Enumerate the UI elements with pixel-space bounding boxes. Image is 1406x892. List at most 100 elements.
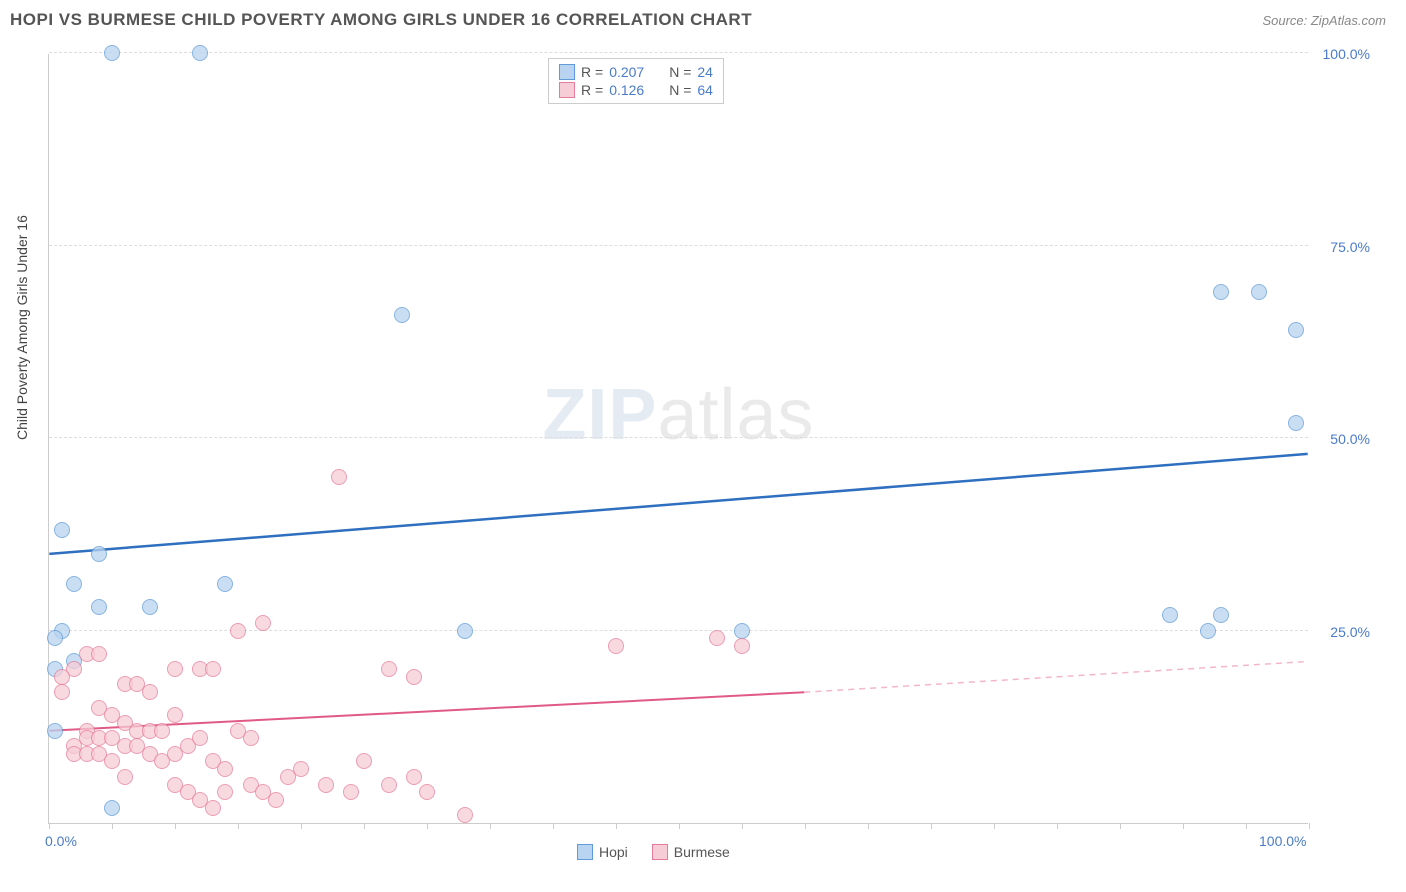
x-tick [742,823,743,829]
data-point [142,684,158,700]
x-tick [1120,823,1121,829]
data-point [709,630,725,646]
data-point [343,784,359,800]
x-tick [679,823,680,829]
data-point [608,638,624,654]
data-point [243,730,259,746]
grid-line [49,52,1308,53]
x-tick [175,823,176,829]
data-point [104,800,120,816]
data-point [205,661,221,677]
data-point [217,761,233,777]
x-tick [301,823,302,829]
y-tick-label: 100.0% [1315,46,1370,62]
data-point [192,730,208,746]
data-point [167,707,183,723]
data-point [356,753,372,769]
data-point [1162,607,1178,623]
data-point [1251,284,1267,300]
source-attribution: Source: ZipAtlas.com [1262,13,1386,28]
data-point [192,45,208,61]
data-point [1288,415,1304,431]
r-value: 0.126 [609,82,655,98]
legend-stat-row: R = 0.207 N = 24 [559,63,713,81]
data-point [54,669,70,685]
y-tick-label: 50.0% [1315,431,1370,447]
data-point [734,623,750,639]
x-tick [364,823,365,829]
n-prefix: N = [669,82,691,98]
data-point [318,777,334,793]
legend-label-burmese: Burmese [674,844,730,860]
data-point [117,769,133,785]
data-point [331,469,347,485]
data-point [457,623,473,639]
chart-title: HOPI VS BURMESE CHILD POVERTY AMONG GIRL… [10,10,752,30]
x-tick [994,823,995,829]
data-point [217,784,233,800]
grid-line [49,437,1308,438]
data-point [406,669,422,685]
data-point [1288,322,1304,338]
x-tick [616,823,617,829]
data-point [457,807,473,823]
data-point [381,777,397,793]
x-tick-label: 0.0% [45,833,77,849]
legend-label-hopi: Hopi [599,844,628,860]
legend-stat-row: R = 0.126 N = 64 [559,81,713,99]
data-point [268,792,284,808]
data-point [381,661,397,677]
legend-item-burmese: Burmese [652,844,730,860]
burmese-swatch [652,844,668,860]
data-point [734,638,750,654]
x-tick [490,823,491,829]
x-tick [1183,823,1184,829]
x-tick [1057,823,1058,829]
legend-swatch [559,64,575,80]
data-point [47,630,63,646]
x-tick [805,823,806,829]
x-tick [1309,823,1310,829]
x-tick [427,823,428,829]
x-tick-label: 100.0% [1259,833,1306,849]
n-prefix: N = [669,64,691,80]
x-tick [553,823,554,829]
data-point [91,646,107,662]
watermark-atlas: atlas [657,375,814,455]
data-point [104,45,120,61]
data-point [293,761,309,777]
r-prefix: R = [581,82,603,98]
r-prefix: R = [581,64,603,80]
x-tick [49,823,50,829]
y-axis-label: Child Poverty Among Girls Under 16 [14,215,30,440]
data-point [1200,623,1216,639]
data-point [419,784,435,800]
legend-item-hopi: Hopi [577,844,628,860]
data-point [104,753,120,769]
data-point [91,599,107,615]
grid-line [49,245,1308,246]
x-tick [931,823,932,829]
data-point [394,307,410,323]
data-point [142,599,158,615]
data-point [66,576,82,592]
watermark-zip: ZIP [542,375,657,455]
y-tick-label: 25.0% [1315,624,1370,640]
data-point [91,546,107,562]
data-point [47,723,63,739]
data-point [1213,607,1229,623]
scatter-chart: ZIPatlas 25.0%50.0%75.0%100.0%0.0%100.0% [48,54,1308,824]
x-tick [238,823,239,829]
series-legend: Hopi Burmese [577,844,730,860]
legend-swatch [559,82,575,98]
n-value: 64 [697,82,713,98]
n-value: 24 [697,64,713,80]
data-point [167,661,183,677]
data-point [154,723,170,739]
x-tick [1246,823,1247,829]
watermark-logo: ZIPatlas [542,374,814,456]
hopi-swatch [577,844,593,860]
r-value: 0.207 [609,64,655,80]
data-point [230,623,246,639]
x-tick [868,823,869,829]
